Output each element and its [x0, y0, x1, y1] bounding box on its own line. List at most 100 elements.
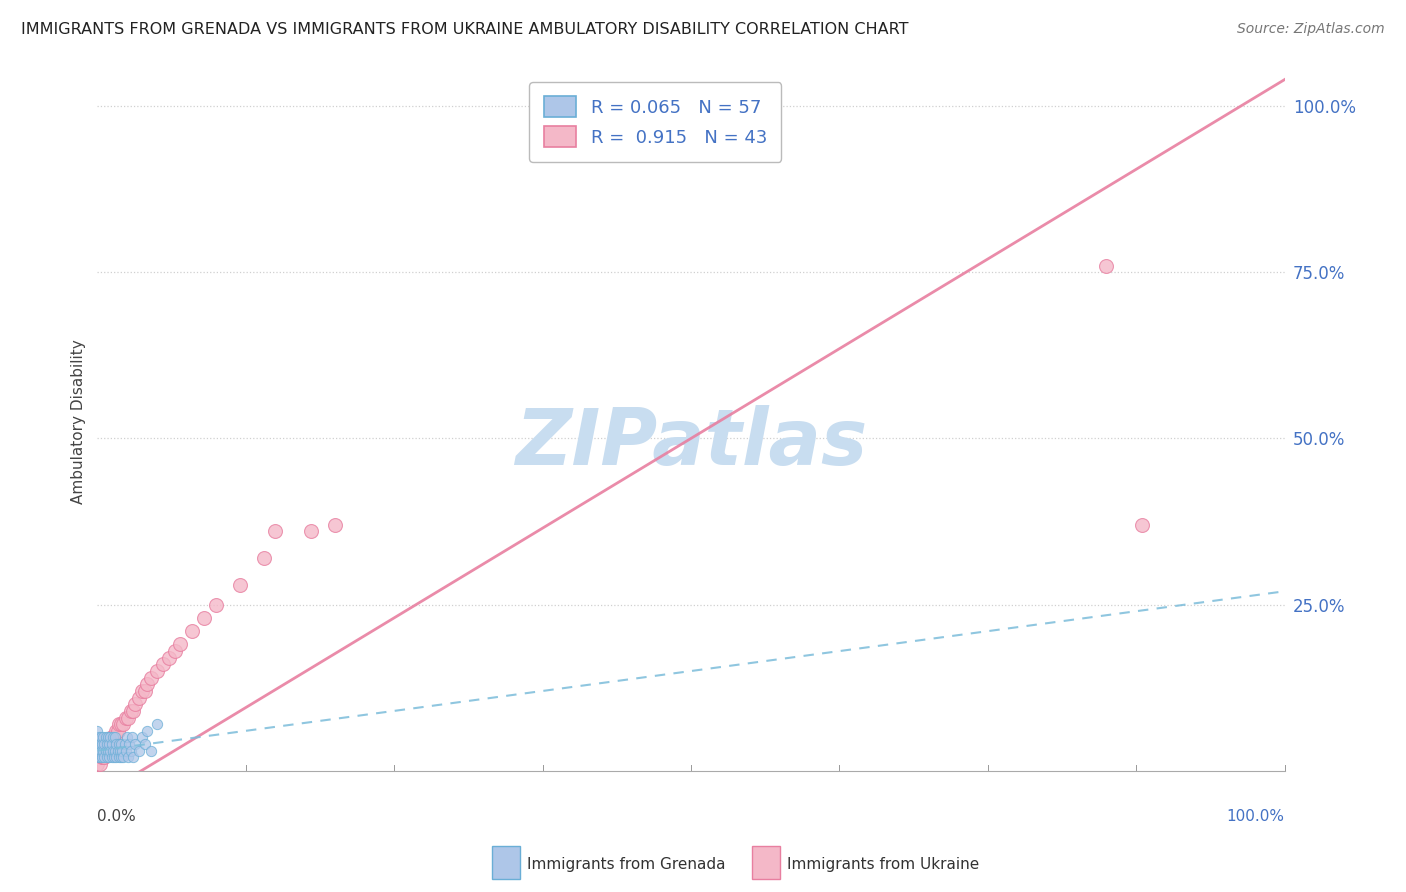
Point	[100, 750, 122, 764]
Point	[110, 717, 132, 731]
Point	[110, 750, 132, 764]
Point	[136, 723, 159, 738]
Text: Source: ZipAtlas.com: Source: ZipAtlas.com	[1237, 22, 1385, 37]
Point	[89, 737, 111, 751]
Point	[94, 744, 117, 758]
Point	[93, 750, 115, 764]
Point	[1130, 517, 1153, 532]
Point	[124, 737, 146, 751]
Point	[128, 690, 150, 705]
Point	[134, 684, 156, 698]
Point	[87, 744, 110, 758]
Point	[90, 731, 112, 745]
Point	[323, 517, 346, 532]
Point	[139, 671, 162, 685]
Point	[100, 731, 122, 745]
Point	[91, 750, 114, 764]
Point	[128, 744, 150, 758]
Point	[122, 704, 145, 718]
Point	[91, 737, 114, 751]
Point	[105, 737, 128, 751]
Point	[105, 723, 128, 738]
Point	[98, 750, 121, 764]
Point	[108, 744, 131, 758]
Point	[96, 737, 118, 751]
Point	[91, 750, 114, 764]
Point	[107, 744, 129, 758]
Point	[139, 744, 162, 758]
Text: 100.0%: 100.0%	[1226, 809, 1285, 824]
Point	[163, 644, 186, 658]
Point	[145, 664, 167, 678]
Point	[131, 731, 153, 745]
Point	[205, 598, 228, 612]
Point	[100, 737, 122, 751]
Point	[94, 731, 117, 745]
Point	[117, 710, 139, 724]
Point	[96, 750, 118, 764]
Point	[100, 737, 122, 751]
Point	[93, 737, 115, 751]
Point	[152, 657, 174, 672]
Point	[104, 731, 127, 745]
Point	[86, 750, 108, 764]
Point	[107, 723, 129, 738]
Point	[181, 624, 204, 639]
Point	[120, 704, 142, 718]
Point	[97, 744, 120, 758]
Text: Immigrants from Grenada: Immigrants from Grenada	[527, 857, 725, 872]
Point	[111, 744, 134, 758]
Point	[121, 731, 143, 745]
Point	[193, 611, 215, 625]
Y-axis label: Ambulatory Disability: Ambulatory Disability	[72, 340, 86, 504]
Point	[97, 731, 120, 745]
Point	[96, 744, 118, 758]
Point	[115, 744, 138, 758]
Point	[94, 744, 117, 758]
Legend: R = 0.065   N = 57, R =  0.915   N = 43: R = 0.065 N = 57, R = 0.915 N = 43	[529, 82, 782, 161]
Point	[112, 750, 135, 764]
Point	[145, 717, 167, 731]
Point	[117, 750, 139, 764]
Point	[252, 551, 274, 566]
Point	[86, 757, 108, 772]
Point	[107, 717, 129, 731]
Point	[114, 737, 136, 751]
Text: Immigrants from Ukraine: Immigrants from Ukraine	[787, 857, 980, 872]
Point	[91, 731, 114, 745]
Point	[100, 731, 122, 745]
Point	[264, 524, 287, 539]
Point	[98, 737, 121, 751]
Point	[112, 717, 135, 731]
Point	[110, 737, 132, 751]
Point	[122, 750, 145, 764]
Point	[86, 723, 108, 738]
Point	[157, 650, 180, 665]
Point	[104, 744, 127, 758]
Point	[89, 757, 111, 772]
Point	[98, 737, 121, 751]
Point	[101, 731, 124, 745]
Point	[115, 710, 138, 724]
Point	[134, 737, 156, 751]
Point	[103, 750, 125, 764]
Point	[86, 737, 108, 751]
Point	[89, 750, 111, 764]
Point	[299, 524, 322, 539]
Point	[131, 684, 153, 698]
Point	[91, 750, 114, 764]
Point	[169, 637, 191, 651]
Text: 0.0%: 0.0%	[97, 809, 136, 824]
Point	[105, 750, 128, 764]
Point	[97, 744, 120, 758]
Point	[101, 731, 124, 745]
Point	[124, 698, 146, 712]
Point	[107, 750, 129, 764]
Point	[120, 744, 142, 758]
Point	[136, 677, 159, 691]
Point	[104, 731, 127, 745]
Point	[229, 577, 252, 591]
Point	[107, 737, 129, 751]
Point	[87, 731, 110, 745]
Point	[1095, 259, 1118, 273]
